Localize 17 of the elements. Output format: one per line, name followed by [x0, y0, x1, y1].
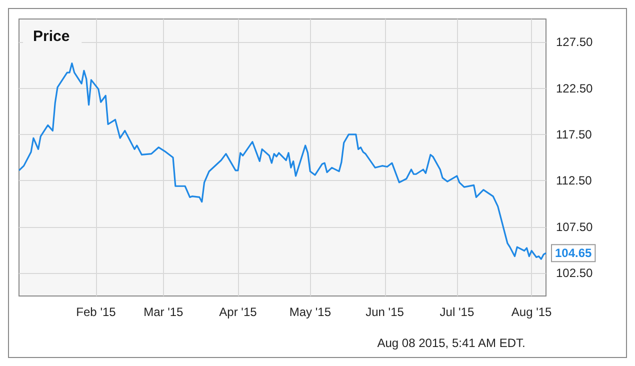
y-tick-label: 107.50 — [556, 220, 594, 234]
y-tick-label: 117.50 — [556, 127, 592, 142]
line-series — [18, 62, 547, 260]
annotation: 104.65 — [555, 246, 592, 260]
x-tick-label: May '15 — [289, 305, 332, 319]
x-tick-label: Feb '15 — [76, 305, 116, 319]
y-tick-label: 122.50 — [556, 81, 594, 96]
text: Aug 08 2015, 5:41 AM EDT. — [377, 336, 526, 350]
x-tick-label: Aug '15 — [511, 305, 552, 319]
y-tick-label: 102.50 — [556, 266, 594, 280]
x-tick-label: Apr '15 — [219, 305, 258, 319]
text: Price — [33, 28, 70, 45]
x-tick-label: Jun '15 — [366, 305, 404, 319]
y-tick-label: 127.50 — [556, 35, 594, 50]
x-tick-label: Jul '15 — [440, 305, 474, 319]
y-tick-label: 112.50 — [556, 174, 592, 188]
x-tick-label: Mar '15 — [144, 305, 184, 319]
